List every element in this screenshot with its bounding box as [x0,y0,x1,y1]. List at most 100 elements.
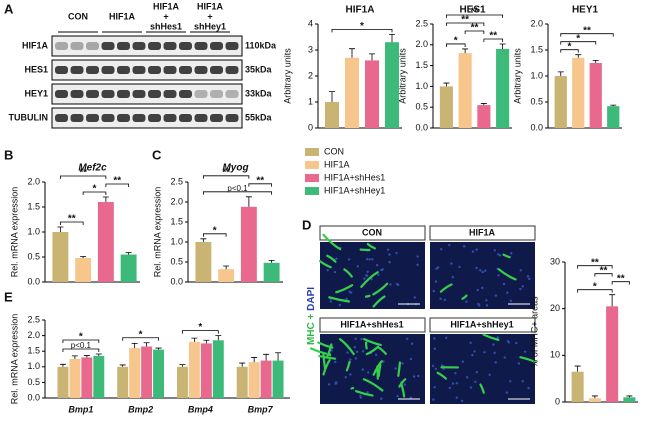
myotube [372,295,386,308]
nucleus [493,351,496,355]
blot-size-label: 33kDa [245,88,273,98]
nucleus [396,394,399,398]
significance-label: p<0.1 [71,341,92,350]
myotube [318,260,332,269]
nucleus [475,248,478,251]
nucleus [361,368,365,371]
x-tick-label: Bmp1 [68,404,93,414]
y-tick-label: 1.5 [27,201,40,211]
nucleus [517,362,521,365]
nucleus [471,353,474,357]
nucleus [481,286,484,290]
y-axis-label: Arbitrary units [397,48,407,104]
blot-band [179,90,192,98]
nucleus [503,356,506,359]
x-tick-label: Bmp2 [128,404,153,414]
blot-band [101,90,115,98]
nucleus [473,350,476,353]
significance-label: ** [471,23,479,34]
nucleus [361,350,365,353]
myotube [482,333,500,341]
blot-band [55,114,68,122]
significance-bracket [577,265,613,269]
nucleus [434,367,438,371]
significance-label: ** [583,25,591,36]
blot-protein-label: HES1 [24,64,48,74]
error-bar [462,48,469,54]
nucleus [346,351,349,354]
bar [263,262,280,282]
myotube [397,361,402,377]
myotube [362,378,384,392]
blot-band [194,66,208,74]
blot-band [148,66,161,74]
significance-bracket [62,348,100,353]
error-bar [57,226,64,232]
error-bar [610,104,617,107]
blot-strip [51,59,243,81]
myotube [366,242,377,250]
blot-band [210,42,223,50]
significance-bracket [560,41,597,45]
bar [117,366,129,398]
error-bar [591,395,598,399]
myotube [502,253,511,259]
error-bar [102,196,109,202]
nucleus [349,373,352,376]
legend-swatch [305,161,319,169]
nucleus [432,398,435,401]
bar [496,48,510,128]
error-bar [59,363,66,367]
error-bar [275,352,282,361]
blot-protein-label: HIF1A [22,40,49,50]
nucleus [493,249,496,252]
nucleus [356,265,360,268]
nucleus [327,383,331,386]
myotube [364,294,371,298]
bar [120,254,137,282]
significance-bracket [464,30,485,34]
nucleus [496,336,499,339]
error-bar [119,364,126,367]
x-tick-label: Bmp4 [188,404,213,414]
nucleus [416,255,419,258]
error-bar [557,71,564,76]
myotube [345,360,351,372]
y-tick-label: 0.0 [27,392,40,402]
bar [365,60,379,128]
blot-band [210,66,223,74]
significance-bracket [202,233,227,237]
myotube [439,283,453,293]
y-tick-label: 1.5 [170,216,183,226]
bar [218,269,235,282]
bar [554,76,567,128]
error-bar [71,355,78,359]
blot-band [70,114,84,122]
condition-label: HIF1A+shHes1 [340,319,403,329]
chart-title: HEY1 [572,5,599,16]
y-axis-label: Arbitrary units [512,48,522,104]
significance-label: * [198,322,202,333]
blot-size-label: 35kDa [245,64,273,74]
stain-part: MHC [306,322,317,345]
nucleus [492,343,495,346]
blot-group-label: + [163,11,168,21]
y-tick-label: 0.0 [530,122,543,132]
bar [589,63,602,128]
nucleus [334,360,337,364]
nucleus [360,337,363,341]
nucleus [507,341,511,344]
significance-label: * [79,332,83,343]
nucleus [455,396,459,399]
y-tick-label: 1.0 [170,236,183,246]
y-tick-label: 1 [308,96,313,106]
y-tick-label: 0.0 [170,276,183,286]
chart-title: Mef2c [78,163,107,174]
nucleus [436,266,440,269]
stain-part: + [306,313,317,319]
error-bar [575,54,582,58]
myotube [322,352,327,370]
nucleus [363,277,366,280]
nucleus [375,263,379,267]
error-bar [80,256,87,258]
